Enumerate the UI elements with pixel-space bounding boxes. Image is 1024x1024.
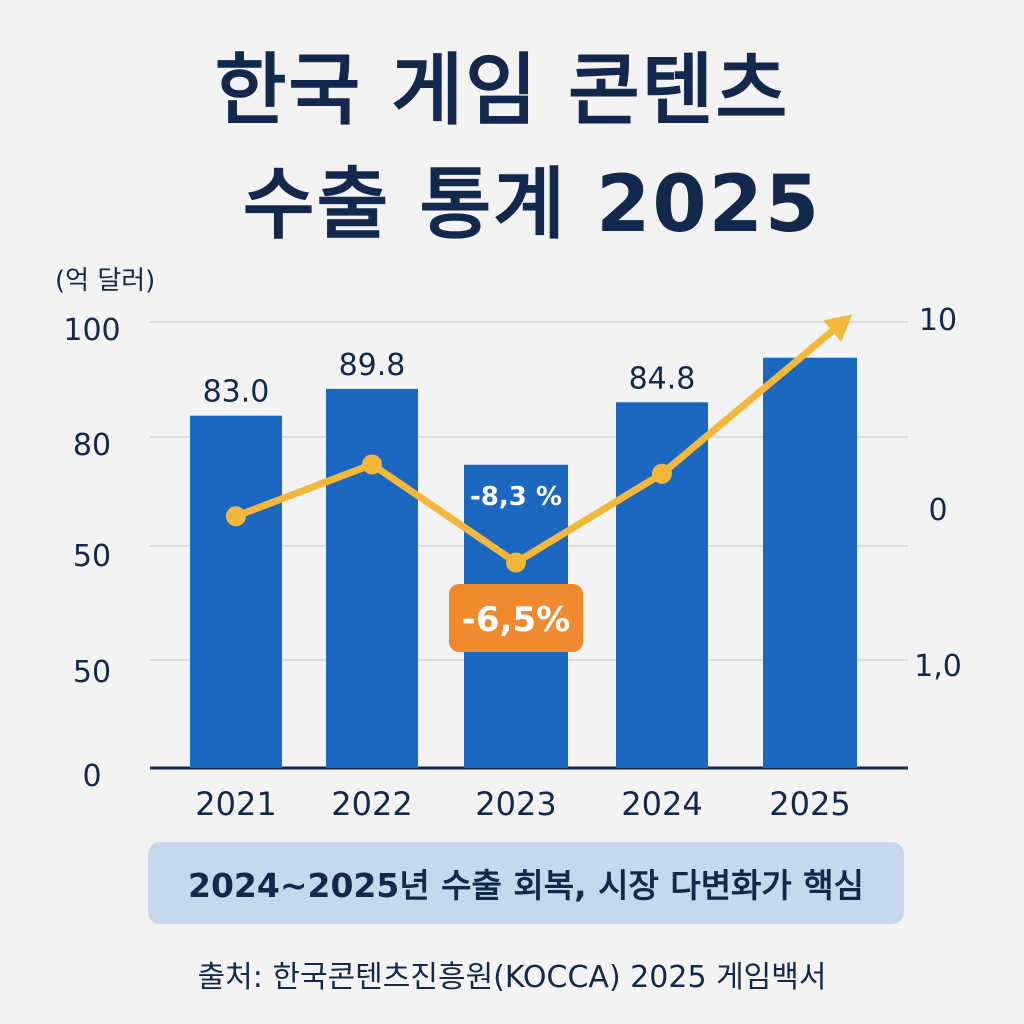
source-note: 출처: 한국콘텐츠진흥원(KOCCA) 2025 게임백서 bbox=[197, 960, 827, 995]
x-tick-label: 2025 bbox=[769, 785, 850, 823]
bar bbox=[326, 388, 418, 768]
y-tick-label: 0 bbox=[82, 759, 101, 794]
y2-tick-label: 1,0 bbox=[914, 649, 962, 684]
y-tick-label: 80 bbox=[73, 428, 111, 463]
x-tick-label: 2024 bbox=[621, 785, 702, 823]
bar bbox=[763, 357, 857, 768]
bar-data-label: 83.0 bbox=[203, 375, 270, 410]
line-point bbox=[362, 454, 382, 475]
page-title-line1: 한국 게임 콘텐츠 bbox=[214, 46, 790, 136]
change-badge-label: -6,5% bbox=[462, 600, 570, 640]
line-point bbox=[506, 552, 526, 573]
bar bbox=[616, 402, 708, 768]
x-tick-label: 2022 bbox=[331, 785, 412, 823]
line-point bbox=[652, 463, 672, 484]
x-tick-label: 2021 bbox=[195, 785, 276, 823]
x-tick-label: 2023 bbox=[475, 785, 556, 823]
y-tick-label: 50 bbox=[73, 539, 111, 574]
line-point bbox=[226, 506, 246, 527]
y-tick-label: 100 bbox=[63, 313, 120, 348]
bar bbox=[190, 415, 282, 768]
y2-tick-label: 0 bbox=[928, 493, 947, 528]
y-tick-label: 50 bbox=[73, 655, 111, 690]
summary-banner: 2024~2025년 수출 회복, 시장 다변화가 핵심 bbox=[148, 842, 904, 924]
change-badge bbox=[449, 584, 583, 652]
page-title-line2: 수출 통계 2025 bbox=[242, 160, 822, 250]
bar-data-label: 89.8 bbox=[339, 348, 406, 383]
bar-annotation: -8,3 % bbox=[470, 482, 562, 512]
y-axis-label: (억 달러) bbox=[55, 266, 155, 296]
bar-data-label: 84.8 bbox=[629, 361, 696, 396]
y2-tick-label: 10 bbox=[919, 303, 957, 338]
arrow-head bbox=[823, 314, 853, 342]
